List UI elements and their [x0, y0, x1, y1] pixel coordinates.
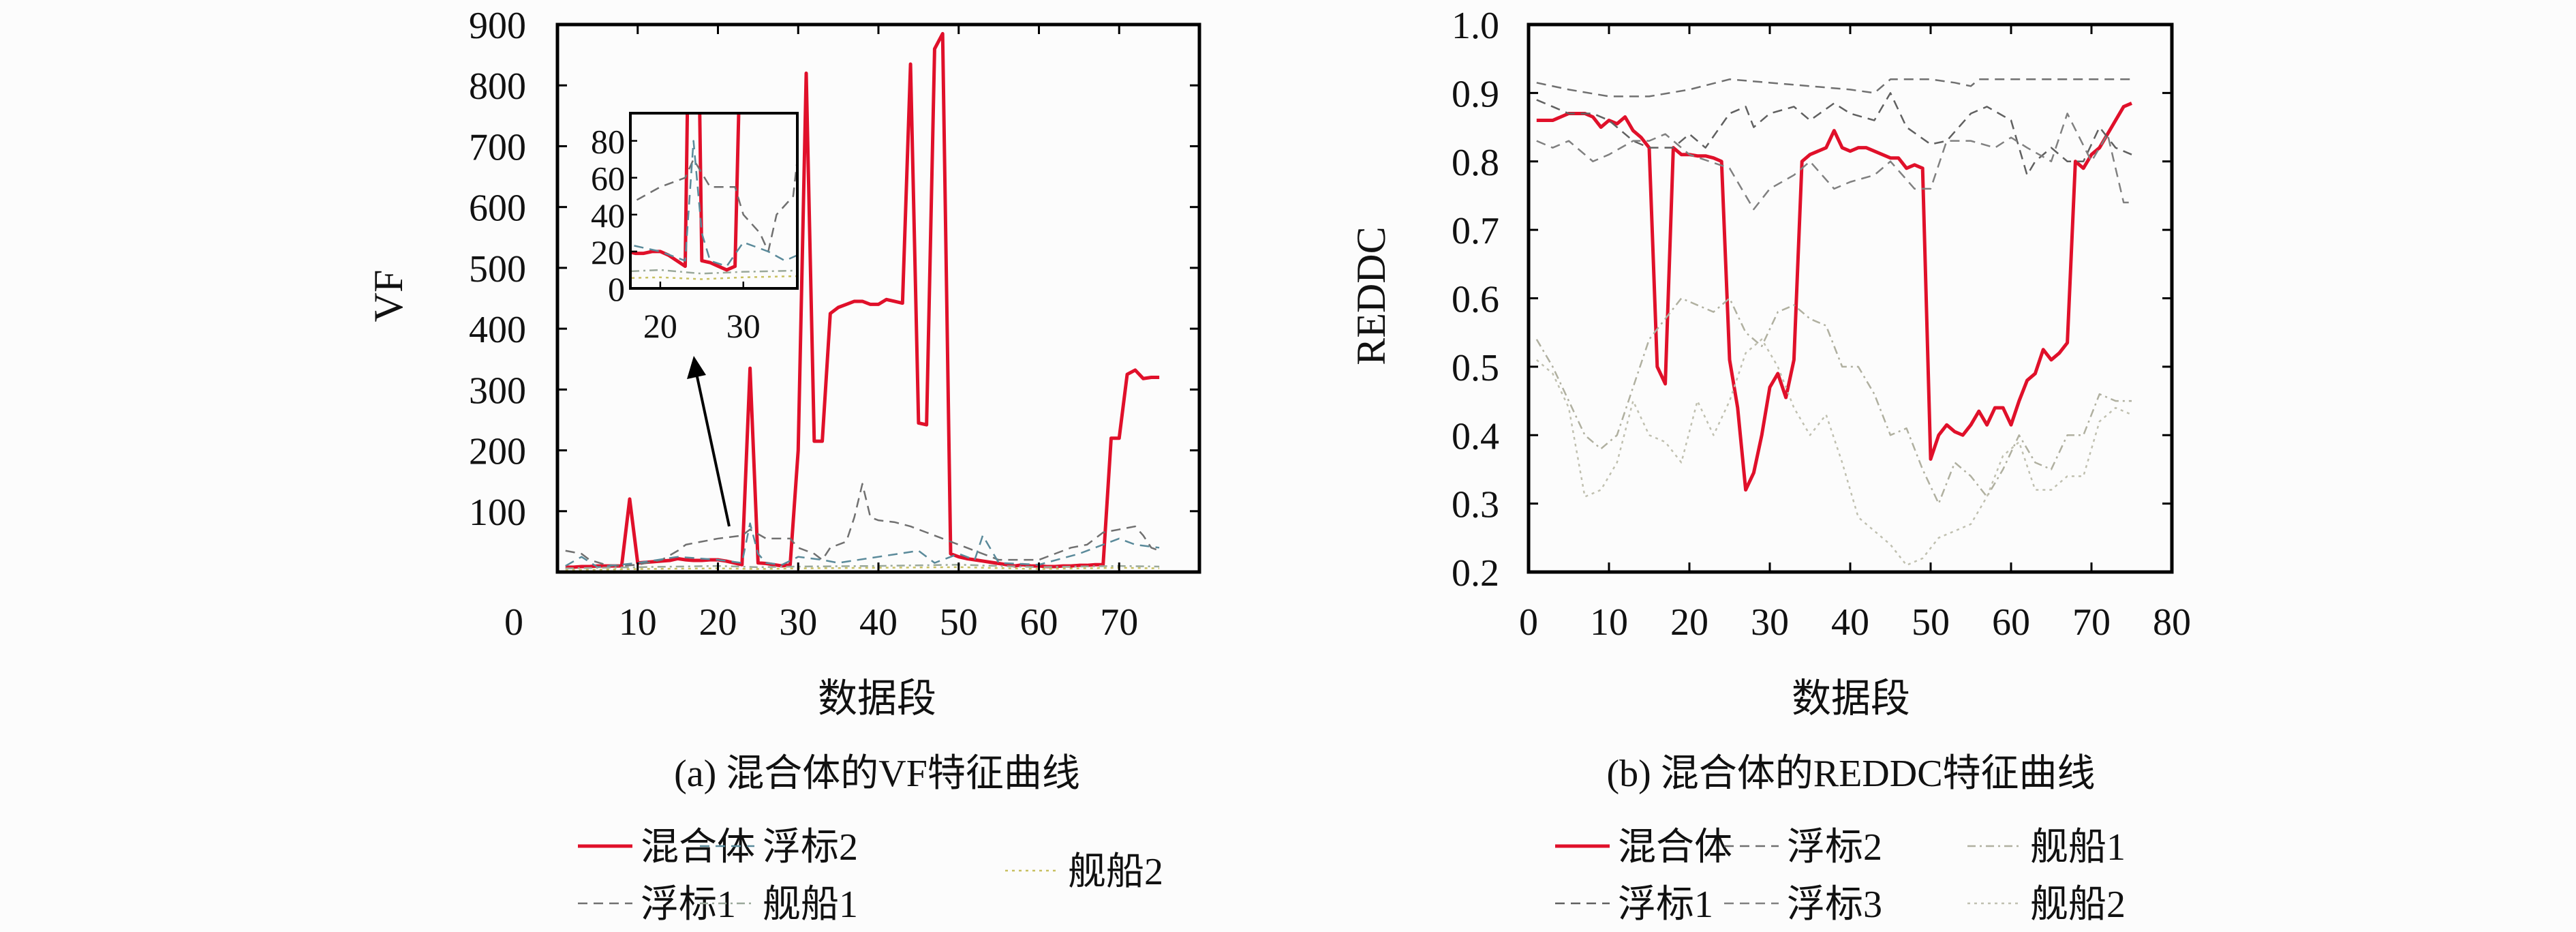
caption: (b) 混合体的REDDC特征曲线: [1606, 753, 2095, 795]
main-series-2: [565, 522, 1160, 569]
legend-label: 浮标2: [1787, 826, 1882, 869]
legend-label: 浮标1: [1618, 884, 1713, 926]
main-series-0: [565, 31, 1160, 569]
inset-frame: [629, 112, 799, 290]
y-tick-label: 0.7: [1452, 210, 1499, 252]
main-series-0: [1536, 102, 2132, 492]
caption: (a) 混合体的VF特征曲线: [674, 753, 1080, 795]
y-axis-label: VF: [366, 270, 411, 322]
legend-label: 混合体: [1618, 826, 1732, 869]
x-tick-label: 20: [1670, 601, 1708, 644]
legend-label: 舰船1: [2030, 826, 2126, 869]
x-tick-label: 50: [1912, 601, 1950, 644]
main-series-1: [565, 483, 1160, 567]
y-tick-label: 0.8: [1452, 142, 1499, 184]
y-tick-label: 400: [469, 309, 526, 351]
legend-label: 浮标3: [1787, 884, 1882, 926]
chart-b: 0 10 20 30 40 50 60 70 80 0.2 0.3 0.4 0.5 0.6 0.7 0.8 0.…: [1349, 5, 2191, 926]
chart-a: 0 10 20 30 40 50 60 701002003004005006007008009…: [366, 5, 1201, 926]
x-tick-label: 10: [619, 601, 657, 644]
y-tick-label: 600: [469, 187, 526, 230]
x-tick-label: 80: [2153, 601, 2191, 644]
y-tick-label: 500: [469, 248, 526, 290]
y-tick-label: 800: [469, 65, 526, 108]
x-tick-label: 20: [699, 601, 737, 644]
inset-bg: [630, 113, 797, 288]
y-tick-label: 0.4: [1452, 415, 1499, 457]
inset-y-tick-label: 40: [591, 196, 625, 235]
y-tick-label: 0.9: [1452, 73, 1499, 115]
x-tick-label: 60: [1020, 601, 1058, 644]
inset-x-tick-label: 20: [643, 307, 677, 345]
inset-series-2: [630, 140, 797, 267]
main-series-2: [1536, 92, 2132, 177]
main-series-1: [1536, 78, 2132, 97]
x-tick-label: 60: [1992, 601, 2030, 644]
y-tick-label: 1.0: [1452, 5, 1499, 47]
arrow-head: [687, 356, 706, 379]
main-series-5: [1535, 338, 2132, 567]
legend-label: 浮标1: [641, 884, 736, 926]
main-series-4: [1535, 297, 2132, 505]
legend-label: 舰船2: [2030, 884, 2126, 926]
x-tick-label: 40: [1831, 601, 1869, 644]
legend-label: 浮标2: [763, 826, 858, 869]
main-series-3: [565, 564, 1160, 569]
y-tick-label: 0.5: [1452, 347, 1499, 389]
plot-frame: [1527, 22, 2174, 574]
x-tick-label: 0: [504, 601, 523, 644]
x-tick-label: 70: [1100, 601, 1138, 644]
inset-y-tick-label: 0: [608, 270, 625, 308]
legend-label: 混合体: [641, 826, 755, 869]
y-tick-label: 200: [469, 431, 526, 473]
legend: 混合体 浮标2 舰船2 浮标1 舰船1: [578, 826, 1163, 926]
inset-x-tick-label: 30: [726, 307, 761, 345]
inset-y-tick-label: 20: [591, 233, 625, 271]
y-tick-label: 900: [469, 5, 526, 47]
x-axis-label: 数据段: [818, 676, 936, 721]
arrow-line: [695, 373, 731, 527]
x-tick-label: 40: [859, 601, 898, 644]
x-tick-label: 0: [1519, 601, 1538, 644]
plot-frame: [555, 22, 1201, 574]
inset-series-3: [630, 269, 797, 275]
y-tick-label: 100: [469, 492, 526, 534]
x-tick-label: 10: [1590, 601, 1628, 644]
main-series-3: [1536, 112, 2132, 211]
x-axis-label: 数据段: [1792, 676, 1910, 721]
y-tick-label: 0.3: [1452, 484, 1499, 526]
y-tick-label: 0.2: [1452, 552, 1499, 595]
y-tick-label: 700: [469, 126, 526, 168]
x-tick-label: 50: [940, 601, 978, 644]
legend-label: 舰船1: [763, 884, 858, 926]
legend-label: 舰船2: [1068, 851, 1163, 893]
inset-y-tick-label: 60: [591, 160, 625, 198]
y-tick-label: 300: [469, 370, 526, 412]
x-tick-label: 30: [779, 601, 817, 644]
x-tick-label: 70: [2072, 601, 2111, 644]
x-tick-label: 30: [1751, 601, 1789, 644]
inset-y-tick-label: 80: [591, 123, 625, 161]
y-axis-label: REDDC: [1349, 226, 1394, 365]
legend: 混合体 浮标2 舰船1 浮标1 浮标3 舰船2: [1555, 826, 2126, 926]
main-series-4: [565, 566, 1160, 571]
y-tick-label: 0.6: [1452, 279, 1499, 321]
